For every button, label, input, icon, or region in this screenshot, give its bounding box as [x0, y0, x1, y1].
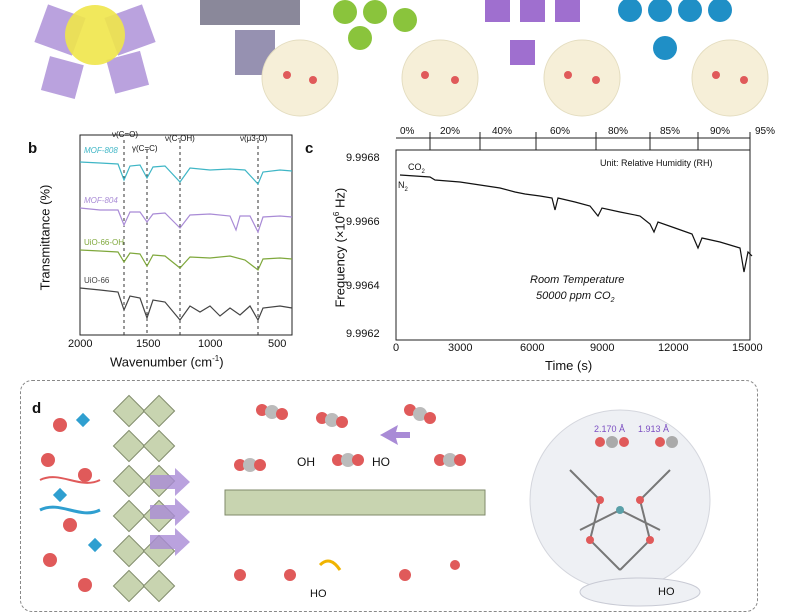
- panel-c-x-tick-3000: 3000: [448, 342, 473, 354]
- bond-length-1: 2.170 Å: [594, 424, 626, 434]
- panel-c-x-tick-0: 0: [393, 342, 400, 354]
- series-label-mof-804: MOF-804: [84, 196, 118, 205]
- condition-line2: 50000 ppm CO2: [536, 290, 615, 305]
- panel-c-x-tick-12000: 12000: [658, 342, 689, 354]
- ho-label-crystal: HO: [658, 586, 675, 598]
- panel-a-strip: [0, 0, 800, 117]
- panel-c-plot-frame: [395, 149, 751, 341]
- panel-b-letter: b: [28, 140, 38, 157]
- panel-c-y-tick-9.9966: 9.9966: [346, 216, 380, 228]
- panel-d-letter: d: [32, 400, 42, 417]
- panel-c-x-axis-title: Time (s): [545, 358, 593, 373]
- oh-label-left: OH: [297, 455, 315, 469]
- flow-arrows: [150, 468, 190, 556]
- mof-blue-framework: [618, 0, 769, 117]
- panel-c-x-tick-9000: 9000: [590, 342, 615, 354]
- adsorption-arrow: [380, 425, 410, 445]
- co2-label: CO2: [408, 162, 425, 175]
- panel-c-y-tick-9.9964: 9.9964: [346, 280, 380, 292]
- unit-note: Unit: Relative Humidity (RH): [600, 158, 713, 168]
- panel-b-x-tick-2000: 2000: [68, 338, 93, 350]
- band-label-cc: γ(C=C): [132, 144, 158, 153]
- panel-d-illustration: [39, 394, 711, 607]
- rh-80: 80%: [608, 126, 629, 137]
- panel-c-letter: c: [305, 140, 314, 157]
- panel-b-x-tick-1000: 1000: [198, 338, 223, 350]
- ho-label-right: HO: [372, 455, 390, 469]
- series-line-uio-66-oh: [79, 249, 293, 271]
- band-label-co: ν(C=O): [112, 130, 138, 139]
- mof-yellow-sphere-structure: [34, 4, 156, 100]
- panel-b-x-axis-title: Wavenumber (cm-1): [110, 354, 224, 370]
- rh-85: 85%: [660, 126, 681, 137]
- series-line-uio-66: [79, 287, 293, 322]
- panel-b-x-tick-1500: 1500: [136, 338, 161, 350]
- panel-c-y-tick-9.9968: 9.9968: [346, 152, 380, 164]
- co2-molecules: [234, 404, 466, 472]
- mof-purple-framework: [485, 0, 621, 117]
- water-arrow: [318, 559, 342, 571]
- panel-c-y-tick-9.9962: 9.9962: [346, 328, 380, 340]
- surface-adsorption: [224, 404, 486, 581]
- band-label-mu3o: ν(μ3-O): [240, 134, 268, 143]
- frequency-trace: [399, 174, 753, 273]
- rh-90: 90%: [710, 126, 731, 137]
- water-molecules: [234, 560, 460, 581]
- rh-20: 20%: [440, 126, 461, 137]
- rh-95: 95%: [755, 126, 776, 137]
- panel-c-frequency-plot: [395, 132, 753, 341]
- rh-60: 60%: [550, 126, 571, 137]
- molecule-column: [39, 412, 103, 592]
- series-label-uio-66-oh: UiO-66-OH: [84, 238, 125, 247]
- panel-a-illustration: [34, 0, 769, 117]
- mof-grey-framework: [200, 0, 339, 117]
- series-label-mof-808: MOF-808: [84, 146, 118, 155]
- crystal-structure: [529, 409, 711, 607]
- mof-green-framework: [333, 0, 479, 117]
- n2-label: N2: [398, 180, 408, 193]
- ho-label-bottom: HO: [310, 588, 327, 600]
- condition-line1: Room Temperature: [530, 274, 625, 286]
- panel-b-ftir-plot: [79, 134, 293, 336]
- panel-b-x-tick-500: 500: [268, 338, 287, 350]
- bond-length-2: 1.913 Å: [638, 424, 670, 434]
- membrane-lattice: [112, 394, 176, 603]
- panel-b-plot-frame: [79, 134, 293, 336]
- panel-c: c Frequency (×106 Hz) 0% 20% 40% 60% 80%…: [300, 120, 800, 380]
- rh-40: 40%: [492, 126, 513, 137]
- series-line-mof-808: [79, 161, 293, 186]
- band-label-coh: ν(C-OH): [165, 134, 195, 143]
- panel-c-x-tick-15000: 15000: [732, 342, 763, 354]
- rh-0: 0%: [400, 126, 415, 137]
- panel-c-x-tick-6000: 6000: [520, 342, 545, 354]
- panel-b: b Transmittance (%) ν(C=O) γ(C=C) ν(C-OH…: [0, 120, 300, 380]
- series-line-mof-804: [79, 207, 293, 234]
- series-label-uio-66: UiO-66: [84, 276, 110, 285]
